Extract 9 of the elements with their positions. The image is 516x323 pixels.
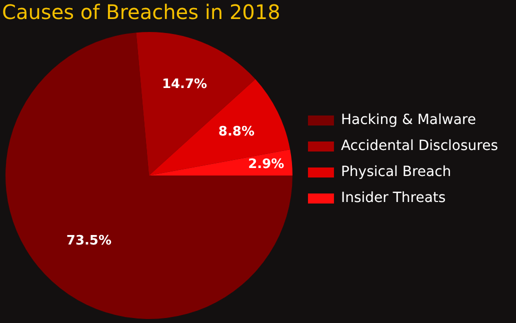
data-label: 8.8% [218,124,254,140]
legend-label: Insider Threats [340,190,446,206]
legend-label: Accidental Disclosures [340,138,498,154]
data-label: 73.5% [66,234,112,249]
legend-label: Physical Breach [340,164,452,180]
chart-title: Causes of Breaches in 2018 [2,0,280,24]
legend-label: Hacking & Malware [340,112,476,128]
data-label: 14.7% [162,76,208,92]
data-label: 2.9% [248,157,284,172]
